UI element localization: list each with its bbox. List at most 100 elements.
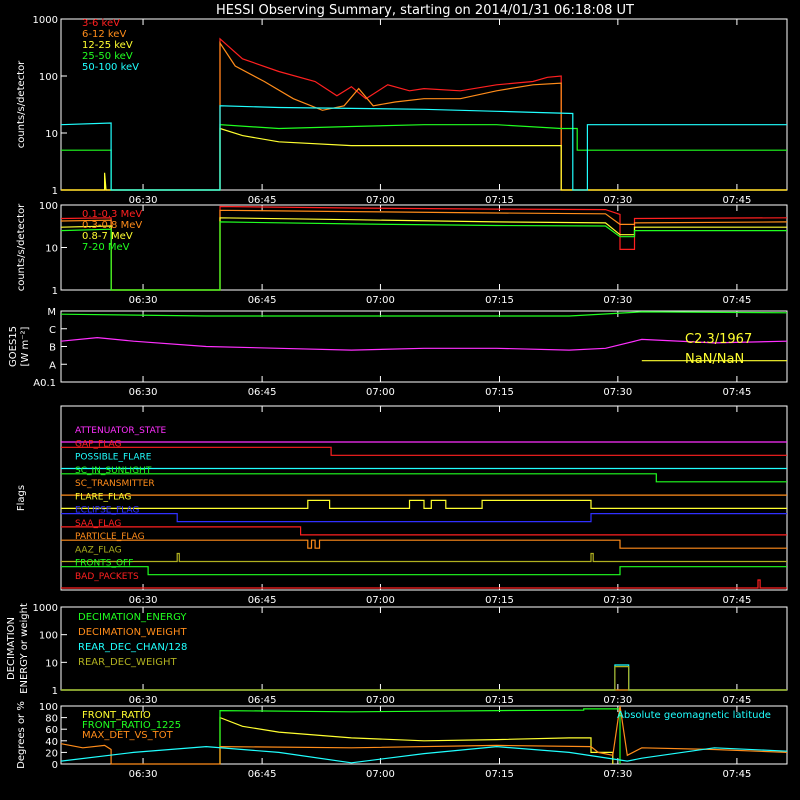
y-tick-label: B bbox=[49, 343, 56, 354]
series-line bbox=[61, 666, 787, 691]
flag-label: FRONTS_OFF bbox=[75, 559, 133, 569]
series-line bbox=[60, 221, 787, 291]
x-tick-label: 07:30 bbox=[603, 769, 632, 780]
legend-entry: 25-50 keV bbox=[82, 51, 133, 62]
series-line bbox=[60, 336, 788, 351]
x-tick-label: 07:45 bbox=[722, 769, 751, 780]
series-line bbox=[60, 705, 788, 765]
x-tick-label: 07:15 bbox=[485, 695, 514, 706]
y-tick-label: A0.1 bbox=[33, 378, 56, 389]
y-axis-label: DECIMATION bbox=[6, 617, 17, 680]
flag-line bbox=[61, 446, 787, 456]
series-line bbox=[61, 41, 787, 191]
goes-nan-annotation: NaN/NaN bbox=[685, 352, 744, 367]
x-tick-label: 07:15 bbox=[485, 769, 514, 780]
y-tick-label: 10 bbox=[45, 244, 58, 255]
flag-label: BAD_PACKETS bbox=[75, 572, 139, 582]
series-line bbox=[60, 105, 787, 191]
legend-entry: 3-6 keV bbox=[82, 18, 120, 29]
flags-panel: 06:30 06:45 07:00 07:15 07:30 07:45 ATTENUATOR… bbox=[16, 405, 788, 606]
y-tick-label: C bbox=[49, 325, 56, 336]
series-line bbox=[61, 37, 787, 191]
x-tick-label: 06:30 bbox=[129, 695, 158, 706]
ratios-frame bbox=[60, 705, 788, 765]
flag-label: FLARE_FLAG bbox=[75, 492, 131, 502]
x-tick-label: 07:30 bbox=[603, 595, 632, 606]
series-line bbox=[60, 311, 788, 317]
legend-entry: REAR_DEC_CHAN/128 bbox=[78, 642, 187, 653]
flag-line bbox=[61, 579, 787, 589]
x-tick-label: 06:30 bbox=[129, 595, 158, 606]
x-tick-label: 07:45 bbox=[722, 387, 751, 398]
flag-label: ECLIPSE_FLAG bbox=[75, 506, 139, 516]
flag-line bbox=[61, 552, 787, 563]
y-tick-label: 0 bbox=[52, 760, 58, 771]
x-tick-label: 07:00 bbox=[366, 387, 395, 398]
x-tick-label: 07:45 bbox=[722, 695, 751, 706]
goes-class-annotation: C2.3/1967 bbox=[685, 332, 752, 347]
x-tick-label: 07:00 bbox=[366, 195, 395, 206]
lightcurves-frame bbox=[60, 18, 788, 191]
x-tick-label: 07:00 bbox=[366, 769, 395, 780]
geomag-annotation: Absolute geomagnetic latitude bbox=[617, 710, 771, 721]
plot-title: HESSI Observing Summary, starting on 201… bbox=[216, 3, 634, 18]
y-tick-label: 100 bbox=[39, 72, 58, 83]
y-tick-label: 10 bbox=[45, 129, 58, 140]
y-axis-label: Flags bbox=[16, 485, 27, 511]
flag-line bbox=[61, 566, 787, 576]
x-tick-label: 07:15 bbox=[485, 195, 514, 206]
y-tick-label: 20 bbox=[45, 748, 58, 759]
x-tick-label: 06:45 bbox=[248, 387, 277, 398]
x-tick-label: 07:15 bbox=[485, 295, 514, 306]
flag-label: ATTENUATOR_STATE bbox=[75, 426, 167, 436]
x-tick-label: 06:30 bbox=[129, 387, 158, 398]
gamma-panel: 06:30 06:45 07:00 07:15 07:30 07:45 1 10 100 0.1-… bbox=[16, 201, 788, 306]
y-axis-label: counts/s/detector bbox=[16, 203, 27, 291]
legend-entry: 50-100 keV bbox=[82, 62, 139, 73]
flag-line bbox=[61, 473, 787, 483]
legend-entry: 12-25 keV bbox=[82, 40, 133, 51]
y-tick-label: 10 bbox=[45, 658, 58, 669]
ratios-panel: 06:30 06:45 07:00 07:15 07:30 07:45 0204060801… bbox=[16, 701, 788, 780]
series-line bbox=[219, 716, 614, 764]
flags-frame bbox=[60, 405, 788, 591]
flag-label: POSSIBLE_FLARE bbox=[75, 453, 152, 463]
y-axis-unit: [W m⁻²] bbox=[20, 326, 31, 366]
x-tick-label: 07:30 bbox=[603, 695, 632, 706]
lightcurves-panel: 06:30 06:45 07:00 07:15 07:30 07:45 1 10 100 1000… bbox=[16, 15, 788, 206]
x-tick-label: 07:00 bbox=[366, 295, 395, 306]
y-axis-label: counts/s/detector bbox=[16, 60, 27, 148]
series-line bbox=[60, 745, 788, 764]
legend-entry: FRONT_RATIO bbox=[82, 710, 151, 721]
y-tick-label: 1 bbox=[52, 286, 58, 297]
x-tick-label: 07:45 bbox=[722, 295, 751, 306]
legend-entry: DECIMATION_WEIGHT bbox=[78, 627, 187, 638]
y-axis-label: GOES15 bbox=[8, 326, 19, 367]
y-tick-label: 100 bbox=[39, 702, 58, 713]
flag-label: PARTICLE_FLAG bbox=[75, 532, 145, 542]
y-tick-label: 1000 bbox=[33, 603, 58, 614]
flag-label: AAZ_FLAG bbox=[75, 545, 122, 555]
legend-entry: MAX_DET_VS_TOT bbox=[82, 730, 174, 741]
x-tick-label: 07:45 bbox=[722, 195, 751, 206]
legend-entry: 0.1-0.3 MeV bbox=[82, 209, 142, 220]
legend-entry: 6-12 keV bbox=[82, 29, 126, 40]
x-tick-label: 06:45 bbox=[248, 769, 277, 780]
series-line bbox=[61, 127, 787, 191]
flag-line bbox=[61, 539, 787, 549]
x-tick-label: 07:15 bbox=[485, 595, 514, 606]
y-tick-label: 80 bbox=[45, 714, 58, 725]
x-tick-label: 07:15 bbox=[485, 387, 514, 398]
y-tick-label: 60 bbox=[45, 725, 58, 736]
x-tick-label: 07:00 bbox=[366, 595, 395, 606]
series-line bbox=[219, 708, 621, 764]
x-tick-label: 07:30 bbox=[603, 195, 632, 206]
y-tick-label: M bbox=[47, 307, 56, 318]
x-tick-label: 07:00 bbox=[366, 695, 395, 706]
y-axis-label: Degrees or % bbox=[16, 701, 27, 769]
legend-entry: REAR_DEC_WEIGHT bbox=[78, 657, 177, 668]
flag-line bbox=[61, 526, 787, 536]
y-tick-label: 1000 bbox=[33, 15, 58, 26]
